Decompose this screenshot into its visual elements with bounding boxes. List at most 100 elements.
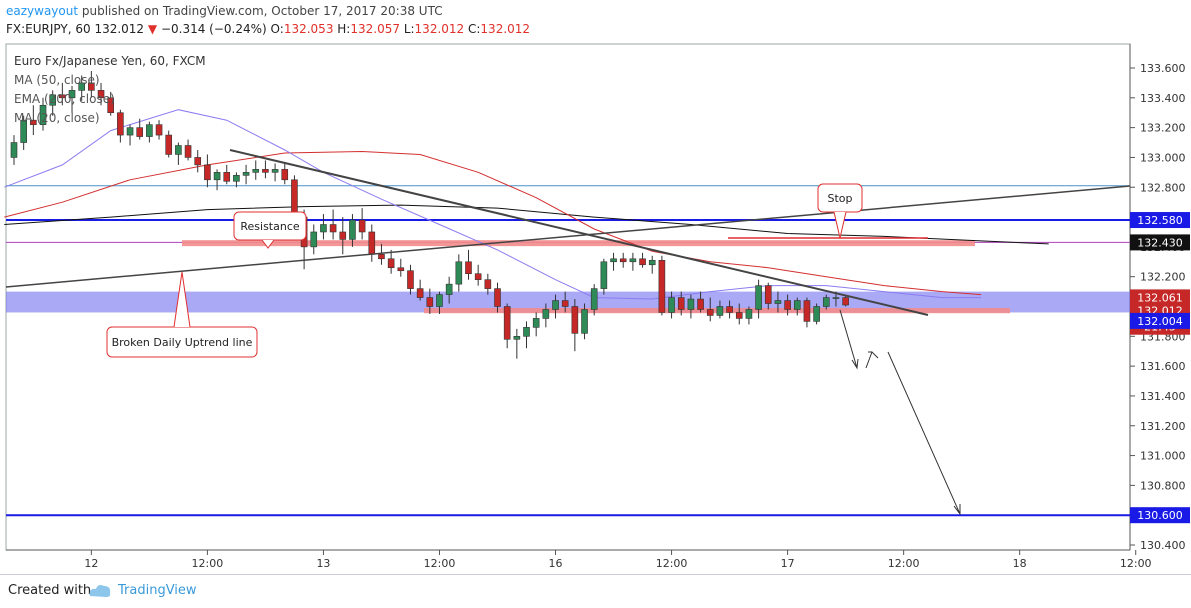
candle-up — [233, 175, 240, 182]
candle-down — [329, 224, 337, 233]
price-tick-label: 132.200 — [1140, 271, 1186, 284]
candle-up — [590, 288, 598, 310]
candle-up — [822, 297, 830, 307]
candle-up — [523, 327, 530, 337]
candle-down — [484, 279, 492, 289]
price-tick-label: 131.400 — [1140, 390, 1186, 403]
candle-down — [262, 169, 269, 173]
candles — [10, 70, 849, 359]
tag-132580-bg — [1130, 212, 1190, 229]
candle-down — [619, 258, 627, 263]
ohlc-line: FX:EURJPY, 60 132.012 ▼ −0.314 (−0.24%) … — [6, 22, 531, 36]
close-value: 132.012 — [480, 22, 531, 36]
candle-down — [339, 231, 347, 240]
time-tick-label: 12:00 — [1120, 557, 1152, 570]
price-tick-label: 133.400 — [1140, 92, 1186, 105]
candle-down — [223, 172, 231, 182]
price-tick-label: 133.200 — [1140, 122, 1186, 135]
last-price: 132.012 — [94, 22, 145, 36]
price-chart[interactable]: 133.600133.400133.200133.000132.800132.6… — [0, 0, 1191, 575]
tag-130600-bg — [1130, 507, 1190, 524]
candle-down — [59, 94, 66, 99]
price-tags: 132.580132.430132.061132.01221:45132.004… — [1130, 212, 1190, 524]
candle-up — [213, 172, 221, 181]
price-tick-label: 131.000 — [1140, 450, 1186, 463]
candle-up — [242, 172, 250, 176]
price-tick-label: 132.800 — [1140, 181, 1186, 194]
price-tick-label: 130.800 — [1140, 479, 1186, 492]
candle-up — [755, 285, 762, 310]
price-tick-label: 133.000 — [1140, 151, 1186, 164]
candle-down — [107, 97, 114, 114]
time-tick-label: 16 — [549, 557, 563, 570]
price-tick-label: 131.600 — [1140, 360, 1186, 373]
candle-up — [581, 309, 588, 334]
candle-down — [426, 297, 434, 307]
legend-ma20[interactable]: MA (20, close) — [14, 111, 100, 125]
legend-ema200[interactable]: EMA (200, close) — [14, 92, 115, 106]
candle-down — [706, 309, 714, 316]
candle-down — [155, 124, 163, 136]
candle-down — [658, 259, 666, 313]
publish-line: eazywayout published on TradingView.com,… — [6, 4, 443, 18]
author-link[interactable]: eazywayout — [6, 4, 79, 18]
candle-down — [184, 145, 192, 158]
candle-down — [764, 285, 772, 304]
candle-down — [735, 312, 743, 319]
down-arrow-icon: ▼ — [147, 22, 158, 36]
candle-down — [291, 179, 298, 218]
candle-down — [368, 231, 376, 255]
candle-down — [397, 267, 405, 272]
ema200-line — [4, 204, 1049, 245]
candle-down — [494, 288, 501, 307]
candle-up — [20, 119, 27, 143]
time-tick-label: 12:00 — [888, 557, 920, 570]
candle-up — [445, 283, 453, 295]
candle-up — [10, 142, 18, 158]
candle-up — [648, 259, 656, 266]
candle-up — [320, 224, 327, 233]
candle-up — [532, 318, 540, 328]
candle-up — [349, 219, 356, 240]
resistance-label-text: Resistance — [240, 220, 300, 233]
candle-down — [204, 164, 211, 181]
projection-arrow-3 — [887, 351, 961, 516]
candle-up — [39, 104, 47, 125]
candle-up — [832, 297, 840, 299]
annotations: Resistance Broken Daily Uptrend line Stop — [5, 149, 1131, 516]
stop-label-text: Stop — [827, 192, 852, 205]
publish-text: published on TradingView.com, October 17… — [78, 4, 443, 18]
candle-down — [407, 270, 414, 289]
candle-up — [745, 309, 753, 319]
tag-132430-bg — [1130, 234, 1190, 251]
candle-down — [97, 90, 105, 99]
candle-down — [571, 306, 579, 334]
candle-down — [697, 298, 704, 310]
candle-up — [774, 300, 782, 304]
time-tick-label: 12:00 — [192, 557, 224, 570]
candle-up — [78, 82, 85, 91]
projection-arrow-2 — [865, 351, 879, 369]
candle-up — [271, 169, 279, 173]
candle-down — [88, 82, 95, 91]
candle-down — [165, 134, 173, 155]
candle-up — [310, 231, 318, 248]
downtrend-line — [229, 149, 929, 316]
candle-down — [677, 297, 685, 310]
legend-ma50[interactable]: MA (50, close) — [14, 73, 100, 87]
symbol-label[interactable]: FX:EURJPY, 60 — [6, 22, 91, 36]
low-value: 132.012 — [414, 22, 465, 36]
candle-up — [668, 297, 675, 313]
candle-up — [716, 306, 724, 316]
candle-up — [629, 258, 637, 263]
tradingview-link[interactable]: TradingView — [118, 583, 197, 598]
candle-down — [784, 300, 791, 310]
candle-up — [252, 169, 260, 173]
legend-title: Euro Fx/Japanese Yen, 60, FXCM — [14, 54, 206, 68]
candle-down — [136, 127, 144, 137]
ma50-line — [4, 150, 982, 296]
candle-down — [474, 273, 482, 280]
tag-132061: 132.061 — [1137, 291, 1183, 304]
candle-down — [465, 261, 472, 275]
